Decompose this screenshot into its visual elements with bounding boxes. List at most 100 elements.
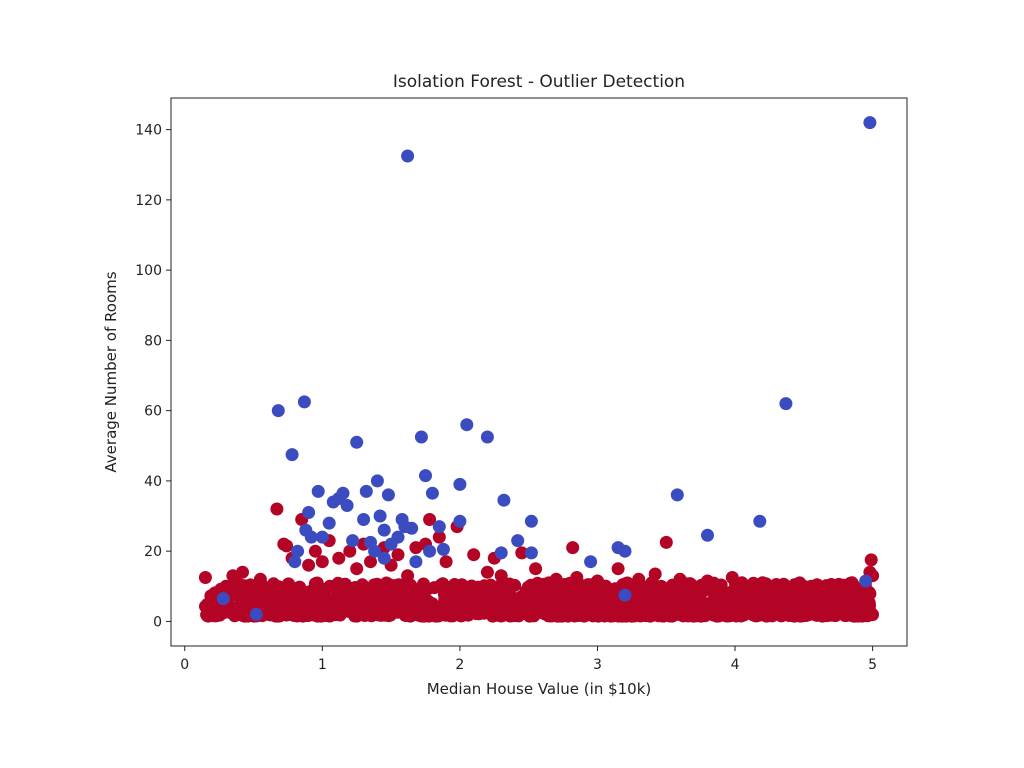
inlier-point xyxy=(570,571,584,584)
inlier-point xyxy=(490,598,503,612)
y-tick-label: 80 xyxy=(144,333,162,349)
inlier-point xyxy=(386,592,400,605)
inlier-point xyxy=(842,597,855,611)
inlier-point xyxy=(332,551,346,565)
inlier-point xyxy=(718,588,732,602)
outlier-point xyxy=(377,523,391,537)
inlier-point xyxy=(204,589,218,603)
outlier-point xyxy=(497,493,511,507)
outlier-point xyxy=(401,149,415,163)
inlier-point xyxy=(322,595,336,609)
inlier-point xyxy=(735,576,749,590)
inlier-point xyxy=(515,546,529,560)
y-tick-label: 20 xyxy=(144,544,162,560)
inlier-point xyxy=(638,586,652,600)
inlier-point xyxy=(824,578,838,591)
inlier-point xyxy=(467,548,481,562)
x-tick-label: 2 xyxy=(455,657,464,673)
outlier-point xyxy=(288,555,302,569)
outlier-point xyxy=(377,551,391,565)
inlier-point xyxy=(659,535,673,549)
inlier-point xyxy=(308,544,322,558)
inlier-point xyxy=(455,578,469,592)
inlier-point xyxy=(500,599,514,613)
inlier-point xyxy=(442,588,456,602)
inlier-point xyxy=(512,608,526,622)
inlier-point xyxy=(611,562,625,576)
inlier-point xyxy=(293,592,307,606)
outlier-point xyxy=(453,514,467,528)
outlier-point xyxy=(425,486,439,500)
inlier-point xyxy=(309,603,323,617)
inlier-point xyxy=(756,576,770,590)
outlier-point xyxy=(285,448,299,462)
outlier-point xyxy=(859,574,873,588)
inlier-point xyxy=(354,588,368,602)
inlier-point xyxy=(422,602,436,616)
outlier-point xyxy=(304,530,318,544)
inlier-point xyxy=(350,562,364,576)
x-tick-label: 5 xyxy=(868,657,877,673)
inlier-point xyxy=(203,600,217,614)
inlier-point xyxy=(503,577,516,591)
inlier-point xyxy=(270,502,284,516)
inlier-point xyxy=(797,579,811,593)
outlier-point xyxy=(357,513,371,526)
outlier-point xyxy=(432,520,446,534)
outlier-point xyxy=(340,499,354,512)
inlier-point xyxy=(568,581,582,595)
inlier-point xyxy=(331,576,345,590)
inlier-point xyxy=(278,583,292,597)
inlier-point xyxy=(707,608,721,622)
inlier-point xyxy=(412,591,426,605)
inlier-point xyxy=(391,605,405,619)
outlier-point xyxy=(311,484,325,498)
outlier-point xyxy=(753,514,767,528)
x-axis: 0 1 2 3 4 5 xyxy=(180,646,877,673)
outlier-point xyxy=(381,488,395,502)
inlier-point xyxy=(272,608,286,622)
outlier-point xyxy=(315,530,329,544)
inlier-point xyxy=(401,569,415,583)
inlier-point xyxy=(293,580,307,594)
inlier-point xyxy=(845,576,859,590)
inlier-point xyxy=(423,513,437,526)
inlier-point xyxy=(350,609,364,622)
inlier-point xyxy=(198,571,212,584)
x-tick-label: 0 xyxy=(180,657,189,673)
inlier-point xyxy=(284,593,297,607)
inlier-point xyxy=(402,594,416,608)
y-tick-label: 60 xyxy=(144,404,162,420)
x-tick-label: 4 xyxy=(731,657,740,673)
outlier-point xyxy=(618,544,632,558)
inlier-point xyxy=(799,607,813,621)
inlier-point xyxy=(439,555,453,569)
inlier-point xyxy=(364,555,377,569)
outlier-point xyxy=(368,544,382,558)
inlier-point xyxy=(654,597,668,611)
x-tick-label: 1 xyxy=(318,657,327,673)
inlier-point xyxy=(606,605,620,619)
inlier-point xyxy=(549,572,563,586)
outlier-point xyxy=(414,430,428,444)
inlier-point xyxy=(373,607,387,620)
outlier-point xyxy=(322,516,336,530)
y-tick-label: 40 xyxy=(144,474,162,490)
outlier-point xyxy=(480,430,494,444)
inlier-point xyxy=(391,548,405,562)
inlier-points xyxy=(198,502,880,623)
outlier-point xyxy=(460,418,474,432)
outlier-point xyxy=(436,542,450,556)
outlier-point xyxy=(302,506,316,519)
outlier-point xyxy=(291,544,305,558)
y-tick-label: 140 xyxy=(135,123,162,139)
inlier-point xyxy=(308,577,322,591)
outlier-point xyxy=(359,484,373,498)
inlier-point xyxy=(673,572,687,586)
inlier-point xyxy=(649,608,662,622)
x-tick-label: 3 xyxy=(593,657,602,673)
inlier-point xyxy=(654,579,668,593)
inlier-point xyxy=(287,609,301,622)
inlier-point xyxy=(432,530,446,544)
y-tick-label: 120 xyxy=(135,193,162,209)
